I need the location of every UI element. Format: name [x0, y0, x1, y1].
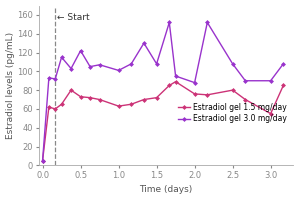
Estradiol gel 1.5 mg/day	[54, 108, 57, 110]
Estradiol gel 1.5 mg/day	[193, 93, 196, 95]
Estradiol gel 1.5 mg/day	[142, 98, 146, 101]
Estradiol gel 3.0 mg/day	[117, 69, 120, 72]
Estradiol gel 1.5 mg/day	[155, 96, 158, 99]
Estradiol gel 3.0 mg/day	[88, 65, 92, 68]
Estradiol gel 1.5 mg/day	[205, 94, 209, 96]
Estradiol gel 3.0 mg/day	[269, 80, 272, 82]
Estradiol gel 3.0 mg/day	[205, 21, 209, 24]
Legend: Estradiol gel 1.5 mg/day, Estradiol gel 3.0 mg/day: Estradiol gel 1.5 mg/day, Estradiol gel …	[175, 100, 290, 126]
Estradiol gel 3.0 mg/day	[41, 159, 44, 162]
Estradiol gel 3.0 mg/day	[282, 63, 285, 65]
Estradiol gel 3.0 mg/day	[193, 81, 196, 84]
Estradiol gel 1.5 mg/day	[243, 98, 247, 101]
Estradiol gel 1.5 mg/day	[88, 96, 92, 99]
Estradiol gel 1.5 mg/day	[47, 106, 51, 108]
Estradiol gel 3.0 mg/day	[243, 80, 247, 82]
Estradiol gel 3.0 mg/day	[79, 49, 82, 52]
Estradiol gel 1.5 mg/day	[129, 103, 133, 105]
Estradiol gel 1.5 mg/day	[269, 112, 272, 115]
X-axis label: Time (days): Time (days)	[139, 185, 193, 194]
Y-axis label: Estradiol levels (pg/mL): Estradiol levels (pg/mL)	[6, 32, 15, 139]
Estradiol gel 1.5 mg/day	[282, 84, 285, 87]
Estradiol gel 1.5 mg/day	[117, 105, 120, 107]
Estradiol gel 3.0 mg/day	[167, 21, 171, 24]
Estradiol gel 3.0 mg/day	[231, 63, 234, 65]
Estradiol gel 3.0 mg/day	[142, 42, 146, 44]
Estradiol gel 1.5 mg/day	[231, 89, 234, 91]
Estradiol gel 3.0 mg/day	[69, 67, 73, 70]
Estradiol gel 3.0 mg/day	[155, 63, 158, 65]
Estradiol gel 3.0 mg/day	[54, 78, 57, 80]
Estradiol gel 1.5 mg/day	[41, 159, 44, 162]
Estradiol gel 1.5 mg/day	[69, 89, 73, 91]
Line: Estradiol gel 1.5 mg/day: Estradiol gel 1.5 mg/day	[41, 80, 285, 162]
Estradiol gel 3.0 mg/day	[98, 64, 101, 66]
Estradiol gel 1.5 mg/day	[174, 80, 177, 83]
Estradiol gel 3.0 mg/day	[47, 77, 51, 79]
Estradiol gel 3.0 mg/day	[129, 63, 133, 65]
Estradiol gel 1.5 mg/day	[98, 98, 101, 101]
Estradiol gel 1.5 mg/day	[167, 84, 171, 87]
Estradiol gel 3.0 mg/day	[60, 56, 63, 58]
Estradiol gel 1.5 mg/day	[60, 103, 63, 105]
Text: ← Start: ← Start	[57, 13, 90, 22]
Estradiol gel 3.0 mg/day	[174, 75, 177, 77]
Line: Estradiol gel 3.0 mg/day: Estradiol gel 3.0 mg/day	[41, 21, 285, 162]
Estradiol gel 1.5 mg/day	[79, 96, 82, 98]
